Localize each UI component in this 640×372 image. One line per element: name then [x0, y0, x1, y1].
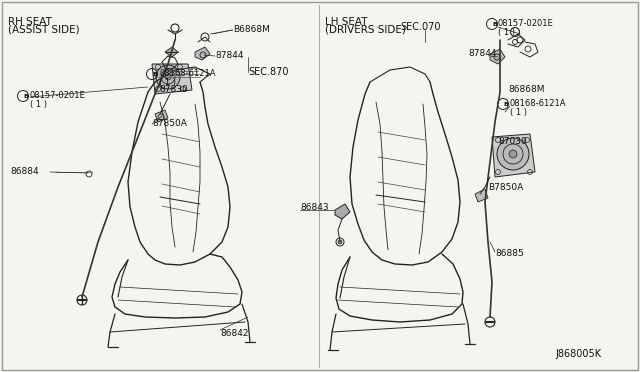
Text: 86843: 86843	[300, 202, 328, 212]
Text: 86842: 86842	[220, 330, 248, 339]
Text: B: B	[504, 102, 508, 106]
Text: J868005K: J868005K	[555, 349, 601, 359]
Text: B6868M: B6868M	[233, 26, 270, 35]
Polygon shape	[475, 189, 488, 202]
Text: SEC.870: SEC.870	[248, 67, 289, 77]
Text: ( 1 ): ( 1 )	[498, 28, 515, 36]
Circle shape	[156, 65, 180, 89]
Text: 86884: 86884	[10, 167, 38, 176]
Text: 86885: 86885	[495, 250, 524, 259]
Text: 87830: 87830	[159, 86, 188, 94]
Text: RH SEAT: RH SEAT	[8, 17, 52, 27]
Circle shape	[165, 74, 171, 80]
Text: ( 1 ): ( 1 )	[159, 77, 176, 87]
Text: 08168-6121A: 08168-6121A	[510, 99, 566, 109]
Text: SEC.070: SEC.070	[400, 22, 440, 32]
Text: B: B	[24, 93, 28, 99]
Text: LH SEAT: LH SEAT	[325, 17, 367, 27]
Circle shape	[338, 240, 342, 244]
Polygon shape	[490, 49, 505, 64]
Polygon shape	[152, 64, 192, 94]
Text: 08157-0201E: 08157-0201E	[30, 92, 86, 100]
Text: ( 1 ): ( 1 )	[30, 99, 47, 109]
Text: 08168-6121A: 08168-6121A	[159, 70, 216, 78]
Polygon shape	[335, 204, 350, 219]
Text: 08157-0201E: 08157-0201E	[498, 19, 554, 29]
Circle shape	[497, 138, 529, 170]
Polygon shape	[165, 47, 178, 57]
Text: ( 1 ): ( 1 )	[510, 108, 527, 116]
Text: B: B	[152, 71, 157, 77]
Polygon shape	[195, 47, 210, 60]
Text: (ASSIST SIDE): (ASSIST SIDE)	[8, 25, 79, 35]
Polygon shape	[492, 134, 535, 177]
Text: 87844: 87844	[215, 51, 243, 61]
Text: 87844: 87844	[468, 49, 497, 58]
Text: 86868M: 86868M	[508, 84, 545, 93]
Text: (DRIVERS SIDE): (DRIVERS SIDE)	[325, 25, 406, 35]
Polygon shape	[155, 110, 168, 122]
Text: B: B	[493, 22, 497, 26]
Text: 87030: 87030	[498, 138, 527, 147]
Text: B7850A: B7850A	[488, 183, 524, 192]
Text: 87850A: 87850A	[152, 119, 187, 128]
Circle shape	[509, 150, 517, 158]
